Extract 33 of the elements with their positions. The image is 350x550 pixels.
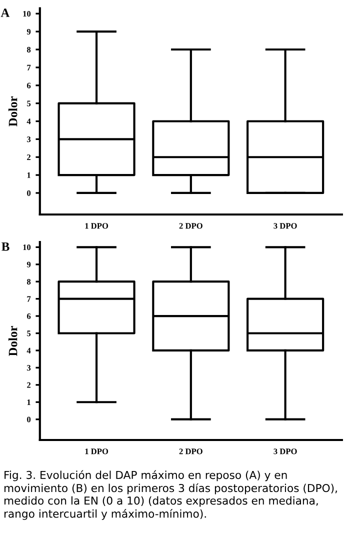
y-axis-title: Dolor — [8, 326, 18, 356]
y-tick-label: 4 — [26, 348, 31, 354]
x-tick-label: 3 DPO — [274, 448, 297, 454]
y-tick-label: 6 — [26, 82, 31, 88]
y-tick-label: 1 — [27, 400, 30, 406]
y-tick-label: 10 — [23, 244, 31, 250]
x-tick-label: 1 DPO — [85, 448, 108, 454]
y-tick-label: 4 — [26, 118, 31, 124]
y-tick-label: 8 — [26, 46, 31, 52]
x-tick-label: 2 DPO — [179, 448, 202, 454]
chart-title: A — [0, 8, 10, 17]
y-tick-label: 0 — [27, 190, 31, 196]
y-tick-label: 5 — [27, 100, 31, 106]
x-tick-label: 2 DPO — [179, 223, 202, 229]
y-tick-label: 3 — [27, 365, 31, 371]
y-tick-label: 6 — [26, 313, 31, 320]
y-tick-label: 7 — [27, 64, 31, 70]
y-tick-label: 2 — [27, 154, 31, 160]
y-tick-label: 7 — [27, 296, 31, 302]
y-tick-label: 1 — [27, 172, 30, 178]
y-axis-title: Dolor — [8, 96, 18, 126]
y-tick-label: 3 — [27, 136, 31, 142]
y-tick-label: 9 — [26, 262, 31, 268]
y-tick-label: 10 — [23, 10, 31, 17]
caption: Fig. 3. Evolución del DAP máximo en reposo (A) y en movimiento (B) en los primeros 3 días postoperatorios (DPO), medido con la EN (0 a 10) (datos expresados en mediana, rango intercuartil y máximo-mínimo). — [4, 470, 337, 520]
y-tick-label: 0 — [27, 416, 31, 422]
chart-title: B — [2, 242, 10, 251]
y-tick-label: 5 — [27, 330, 31, 336]
x-tick-label: 3 DPO — [274, 223, 297, 229]
y-tick-label: 2 — [27, 382, 31, 388]
y-tick-label: 8 — [26, 278, 31, 285]
y-tick-label: 9 — [26, 28, 31, 35]
x-tick-label: 1 DPO — [85, 223, 108, 229]
